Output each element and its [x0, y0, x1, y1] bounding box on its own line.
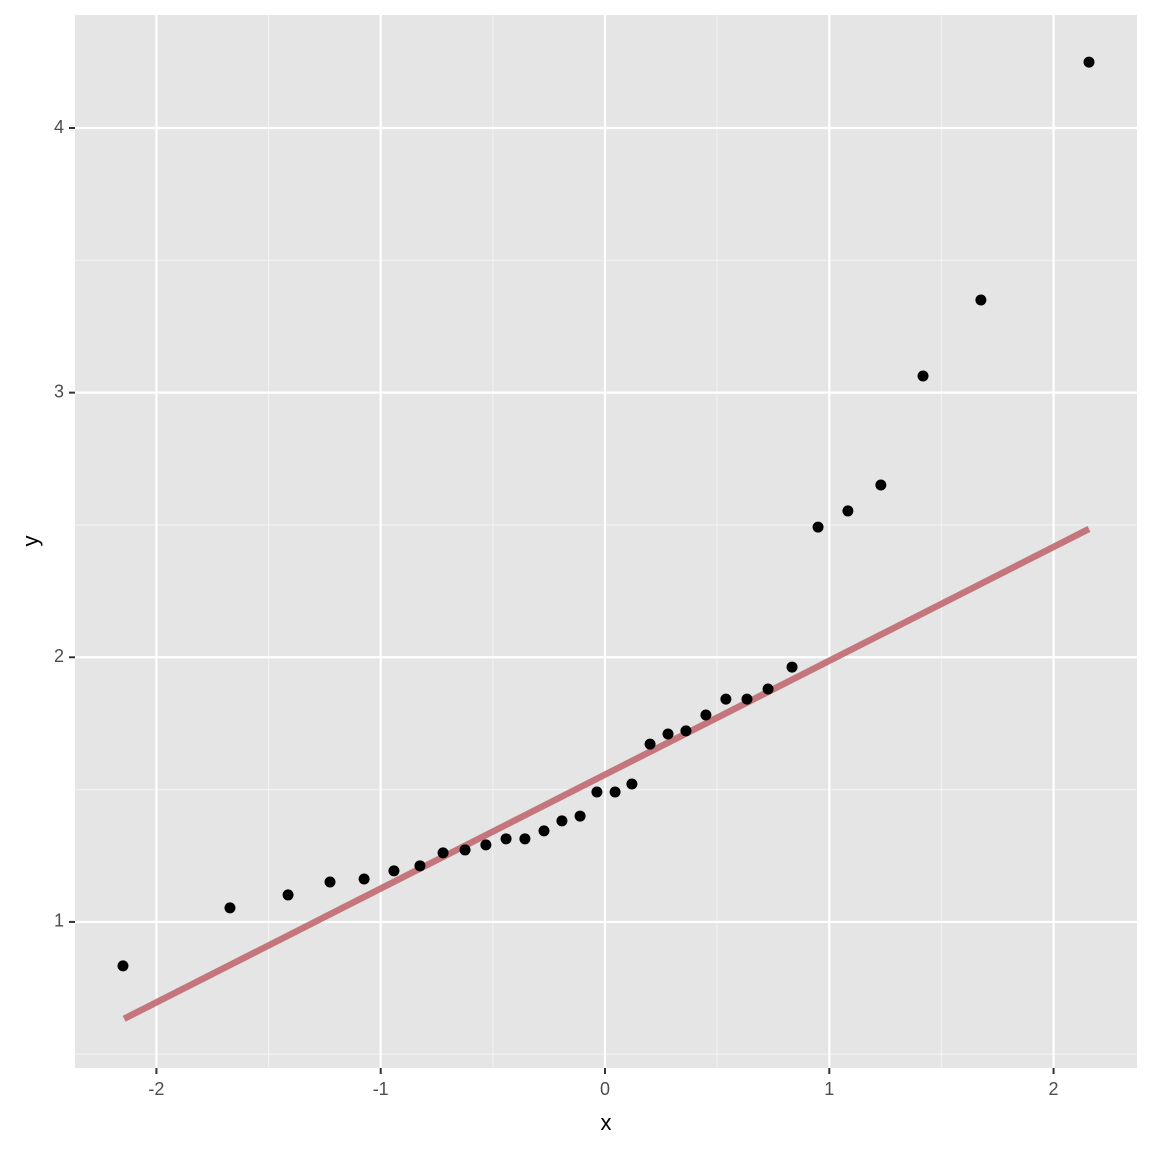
- y-axis-title: y: [18, 536, 43, 547]
- point: [500, 833, 512, 845]
- point: [324, 876, 336, 888]
- point: [519, 833, 531, 845]
- x-tick-label: 0: [600, 1079, 610, 1099]
- x-tick-label: -2: [148, 1079, 164, 1099]
- point: [574, 810, 586, 822]
- y-tick-label: 2: [54, 646, 64, 666]
- point: [556, 815, 568, 827]
- point: [975, 294, 987, 306]
- point: [917, 370, 929, 382]
- x-tick-label: 1: [824, 1079, 834, 1099]
- point: [414, 860, 426, 872]
- point: [644, 738, 656, 750]
- point: [700, 709, 712, 721]
- point: [762, 683, 774, 695]
- point: [117, 960, 129, 972]
- point: [437, 847, 449, 859]
- y-tick-label: 3: [54, 381, 64, 401]
- point: [662, 728, 674, 740]
- point: [786, 661, 798, 673]
- point: [480, 839, 492, 851]
- x-axis-title: x: [601, 1110, 612, 1135]
- point: [812, 521, 824, 533]
- point: [1083, 56, 1095, 68]
- point: [538, 825, 550, 837]
- point: [626, 778, 638, 790]
- point: [388, 865, 400, 877]
- x-tick-label: -1: [373, 1079, 389, 1099]
- point: [741, 693, 753, 705]
- point: [459, 844, 471, 856]
- point: [720, 693, 732, 705]
- point: [282, 889, 294, 901]
- point: [609, 786, 621, 798]
- point: [224, 902, 236, 914]
- point: [680, 725, 692, 737]
- reference-line: [122, 526, 1091, 1022]
- y-tick-label: 1: [54, 911, 64, 931]
- point: [358, 873, 370, 885]
- point: [875, 479, 887, 491]
- point: [842, 505, 854, 517]
- x-tick-label: 2: [1049, 1079, 1059, 1099]
- y-tick-label: 4: [54, 117, 64, 137]
- point: [591, 786, 603, 798]
